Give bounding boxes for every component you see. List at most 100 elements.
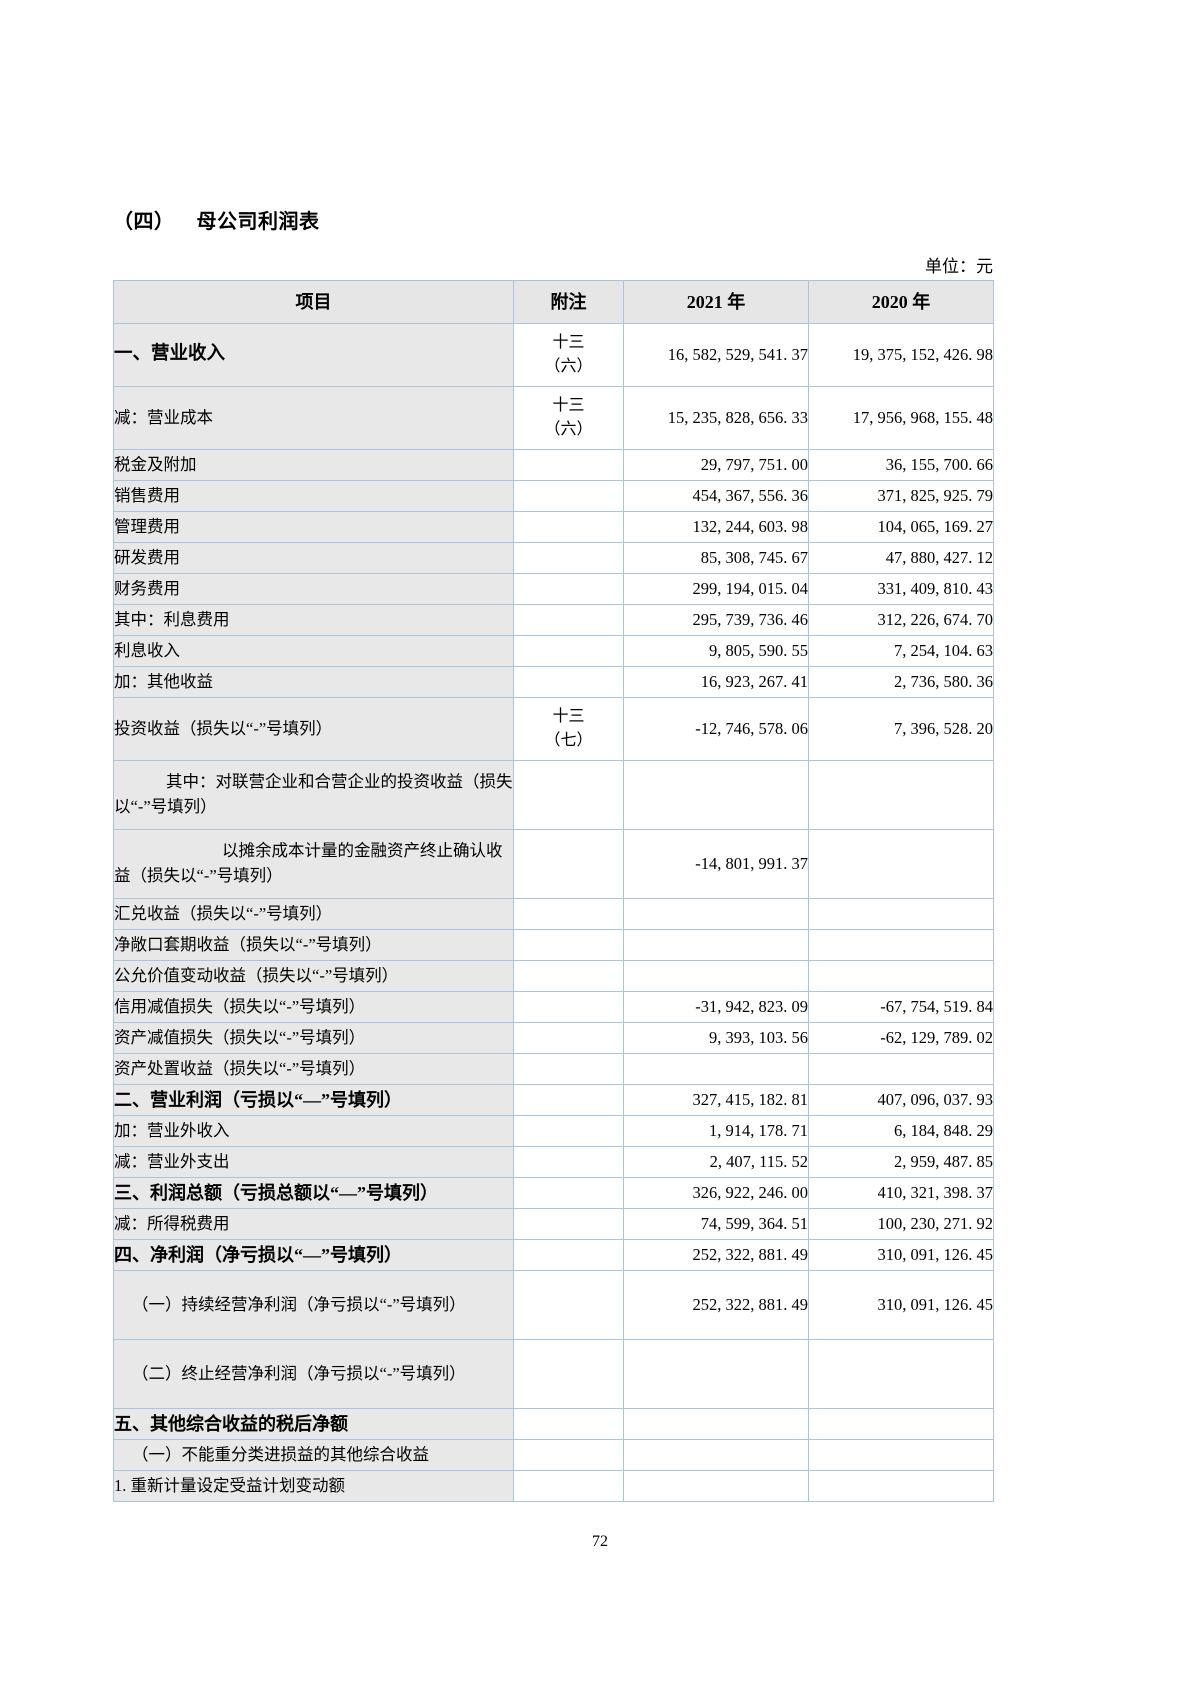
row-note-reference [513,511,624,543]
row-item-label: 其中：利息费用 [113,604,514,636]
row-value-2020: 2, 959, 487. 85 [808,1146,994,1178]
row-value-2021: 29, 797, 751. 00 [623,449,809,481]
row-value-2020: 36, 155, 700. 66 [808,449,994,481]
table-row: 净敞口套期收益（损失以“-”号填列） [113,929,994,961]
row-value-2021: -14, 801, 991. 37 [623,829,809,899]
row-value-2020 [808,1408,994,1440]
row-value-2020: -67, 754, 519. 84 [808,991,994,1023]
table-row: 利息收入 9, 805, 590. 55 7, 254, 104. 63 [113,635,994,667]
row-item-label: 利息收入 [113,635,514,667]
table-header-row: 项目 附注 2021 年 2020 年 [113,280,994,324]
row-value-2020: 7, 396, 528. 20 [808,697,994,761]
section-heading: （四） 母公司利润表 [113,205,320,234]
table-row: 资产处置收益（损失以“-”号填列） [113,1053,994,1085]
table-row: （一）持续经营净利润（净亏损以“-”号填列） 252, 322, 881. 49 3… [113,1270,994,1340]
column-header-2020: 2020 年 [808,280,994,324]
row-value-2021: 1, 914, 178. 71 [623,1115,809,1147]
row-value-2020: 310, 091, 126. 45 [808,1270,994,1340]
row-value-2020 [808,1439,994,1471]
row-value-2021: 16, 923, 267. 41 [623,666,809,698]
table-row: （一）不能重分类进损益的其他综合收益 [113,1439,994,1471]
row-note-reference [513,929,624,961]
table-row: 管理费用 132, 244, 603. 98 104, 065, 169. 27 [113,511,994,543]
table-row: 其中：利息费用 295, 739, 736. 46 312, 226, 674. 7… [113,604,994,636]
row-note-reference [513,960,624,992]
row-item-label: 净敞口套期收益（损失以“-”号填列） [113,929,514,961]
row-value-2021 [623,1408,809,1440]
row-value-2021 [623,1053,809,1085]
row-note-reference [513,635,624,667]
table-row: 信用减值损失（损失以“-”号填列） -31, 942, 823. 09 -67, 7… [113,991,994,1023]
row-value-2021 [623,929,809,961]
row-value-2020: 7, 254, 104. 63 [808,635,994,667]
row-value-2021 [623,1339,809,1409]
row-item-label: 三、利润总额（亏损总额以“—”号填列） [113,1177,514,1209]
row-note-reference [513,1339,624,1409]
row-value-2020: 410, 321, 398. 37 [808,1177,994,1209]
row-value-2020: 100, 230, 271. 92 [808,1208,994,1240]
row-note-reference [513,542,624,574]
row-item-label: 减：营业成本 [113,386,514,450]
row-value-2021: 326, 922, 246. 00 [623,1177,809,1209]
row-note-reference [513,604,624,636]
row-value-2020: 312, 226, 674. 70 [808,604,994,636]
income-statement-table: 项目 附注 2021 年 2020 年 一、营业收入 十三 （六） 16, 582, … [113,280,994,1502]
table-row: 研发费用 85, 308, 745. 67 47, 880, 427. 12 [113,542,994,574]
row-value-2021 [623,760,809,830]
row-value-2021: 252, 322, 881. 49 [623,1239,809,1271]
table-row: 二、营业利润（亏损以“—”号填列） 327, 415, 182. 81 407, 0… [113,1084,994,1116]
row-value-2021: 299, 194, 015. 04 [623,573,809,605]
row-item-label: 信用减值损失（损失以“-”号填列） [113,991,514,1023]
row-note-reference [513,1022,624,1054]
table-row: 减：营业外支出 2, 407, 115. 52 2, 959, 487. 85 [113,1146,994,1178]
row-value-2020: 47, 880, 427. 12 [808,542,994,574]
section-title-text: 母公司利润表 [196,211,320,233]
table-row: 其中：对联营企业和合营企业的投资收益（损失以“-”号填列） [113,760,994,830]
row-value-2020: 331, 409, 810. 43 [808,573,994,605]
row-note-reference [513,1084,624,1116]
table-row: 1. 重新计量设定受益计划变动额 [113,1470,994,1502]
row-note-reference [513,1270,624,1340]
row-note-reference [513,1439,624,1471]
row-note-reference [513,666,624,698]
row-value-2021: 16, 582, 529, 541. 37 [623,323,809,387]
row-value-2021: 132, 244, 603. 98 [623,511,809,543]
row-note-reference [513,1208,624,1240]
row-note-reference [513,760,624,830]
row-note-reference [513,1239,624,1271]
row-note-reference [513,991,624,1023]
row-value-2021: 74, 599, 364. 51 [623,1208,809,1240]
row-note-reference: 十三 （六） [513,323,624,387]
section-number: （四） [113,211,175,233]
row-item-label: 二、营业利润（亏损以“—”号填列） [113,1084,514,1116]
row-item-label: 研发费用 [113,542,514,574]
row-value-2021: 252, 322, 881. 49 [623,1270,809,1340]
row-value-2020 [808,929,994,961]
row-item-label: 财务费用 [113,573,514,605]
row-note-reference [513,1470,624,1502]
table-body: 一、营业收入 十三 （六） 16, 582, 529, 541. 37 19, 375,… [113,323,994,1502]
row-item-label: 减：营业外支出 [113,1146,514,1178]
row-note-reference [513,573,624,605]
row-item-label: 汇兑收益（损失以“-”号填列） [113,898,514,930]
row-item-label: 资产减值损失（损失以“-”号填列） [113,1022,514,1054]
row-item-label: 一、营业收入 [113,323,514,387]
table-row: 四、净利润（净亏损以“—”号填列） 252, 322, 881. 49 310, 0… [113,1239,994,1271]
table-row: 五、其他综合收益的税后净额 [113,1408,994,1440]
row-note-reference [513,1053,624,1085]
row-item-label: 加：营业外收入 [113,1115,514,1147]
row-value-2020: 407, 096, 037. 93 [808,1084,994,1116]
row-item-label: （二）终止经营净利润（净亏损以“-”号填列） [113,1339,514,1409]
table-row: 汇兑收益（损失以“-”号填列） [113,898,994,930]
row-item-label: 1. 重新计量设定受益计划变动额 [113,1470,514,1502]
row-value-2020 [808,898,994,930]
row-value-2020: 104, 065, 169. 27 [808,511,994,543]
table-row: 三、利润总额（亏损总额以“—”号填列） 326, 922, 246. 00 410,… [113,1177,994,1209]
row-item-label: （一）持续经营净利润（净亏损以“-”号填列） [113,1270,514,1340]
row-value-2020 [808,1470,994,1502]
row-item-label: 加：其他收益 [113,666,514,698]
row-note-reference [513,1146,624,1178]
row-value-2020: 310, 091, 126. 45 [808,1239,994,1271]
table-row: 资产减值损失（损失以“-”号填列） 9, 393, 103. 56 -62, 129… [113,1022,994,1054]
